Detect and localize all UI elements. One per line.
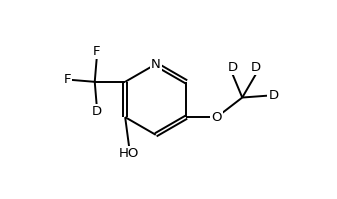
Text: HO: HO: [119, 147, 139, 160]
Text: D: D: [227, 61, 238, 74]
Text: N: N: [151, 58, 161, 71]
Text: O: O: [212, 111, 222, 124]
Text: F: F: [93, 45, 100, 58]
Text: D: D: [92, 105, 102, 118]
Text: D: D: [269, 89, 279, 102]
Text: D: D: [251, 61, 261, 74]
Text: F: F: [64, 73, 71, 86]
